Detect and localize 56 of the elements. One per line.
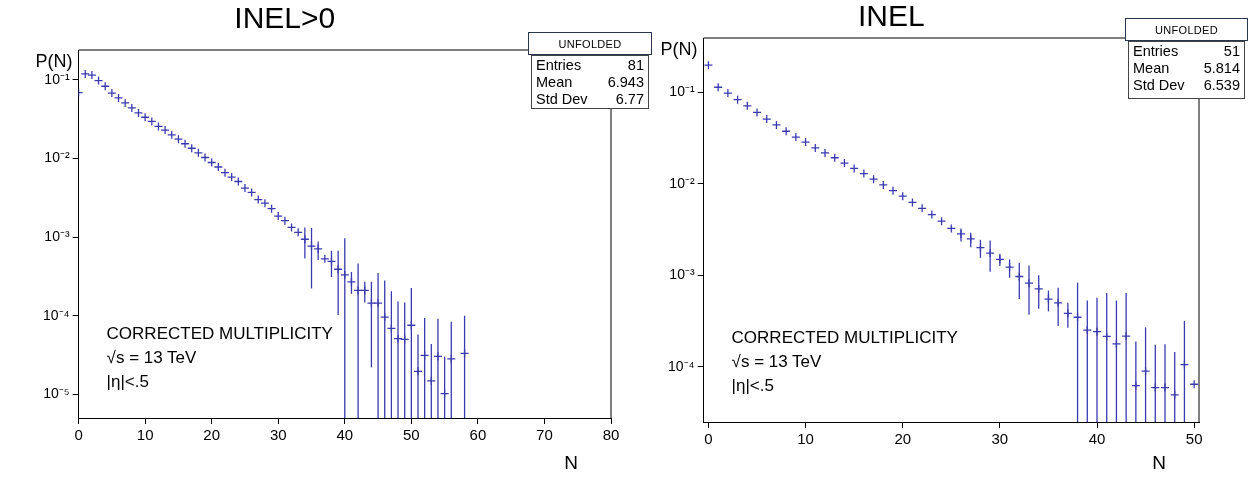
x-tick-label: 40 <box>336 426 354 444</box>
point <box>742 101 752 111</box>
chart-title: INEL <box>857 0 925 33</box>
x-tick-label: 50 <box>403 426 420 444</box>
y-tick-label: 10⁻⁴ <box>667 357 695 374</box>
y-tick-label: 10⁻⁵ <box>43 385 70 402</box>
point <box>1189 379 1199 389</box>
x-axis-title: N <box>1152 452 1166 474</box>
y-tick-label: 10⁻³ <box>669 266 695 283</box>
point <box>762 114 772 124</box>
stats-header: UNFOLDED <box>528 32 652 55</box>
stats-box: Entries 81 Mean 6.943 Std Dev 6.77 <box>531 55 649 109</box>
y-axis-title: P(N) <box>35 50 73 71</box>
point <box>752 107 762 118</box>
x-tick-label: 20 <box>894 430 912 448</box>
point <box>800 137 811 147</box>
point <box>888 185 898 196</box>
x-tick-label: 40 <box>1088 430 1106 448</box>
x-tick-label: 70 <box>536 426 553 444</box>
y-tick-label: 10⁻² <box>669 174 695 191</box>
annotation: CORRECTED MULTIPLICITY <box>731 327 958 347</box>
x-axis-title: N <box>564 452 578 474</box>
x-tick-label: 10 <box>136 426 154 444</box>
x-tick-label: 20 <box>203 426 221 444</box>
x-tick-label: 30 <box>269 426 287 444</box>
point <box>839 158 850 168</box>
x-tick-label: 60 <box>469 426 487 444</box>
annotation: √s = 13 TeV <box>106 347 198 367</box>
y-tick-label: 10⁻⁴ <box>42 306 70 323</box>
x-tick-label: 30 <box>991 430 1009 448</box>
point <box>791 132 801 142</box>
y-tick-label: 10⁻¹ <box>669 82 695 99</box>
y-axis-title: P(N) <box>660 38 698 59</box>
x-tick-label: 10 <box>797 430 814 448</box>
point <box>810 143 820 153</box>
point <box>927 209 937 220</box>
point <box>878 180 888 190</box>
y-tick-label: 10⁻² <box>44 149 70 166</box>
chart-title: INEL>0 <box>234 1 336 35</box>
point <box>820 148 830 158</box>
stats-header: UNFOLDED <box>1125 18 1248 41</box>
x-tick-label: 80 <box>602 426 620 444</box>
point <box>80 69 90 79</box>
y-tick-label: 10⁻¹ <box>44 70 70 87</box>
point <box>723 88 733 98</box>
annotation: √s = 13 TeV <box>731 351 823 371</box>
stats-box: Entries 51 Mean 5.814 Std Dev 6.539 <box>1128 41 1245 99</box>
y-tick-label: 10⁻³ <box>44 227 70 244</box>
annotation: CORRECTED MULTIPLICITY <box>106 323 333 343</box>
annotation: |η|<.5 <box>106 371 149 391</box>
x-tick-label: 0 <box>74 426 83 444</box>
x-tick-label: 0 <box>704 430 713 448</box>
x-tick-label: 50 <box>1185 430 1203 448</box>
point <box>771 120 782 130</box>
annotation: |η|<.5 <box>731 375 774 395</box>
point <box>859 168 869 179</box>
